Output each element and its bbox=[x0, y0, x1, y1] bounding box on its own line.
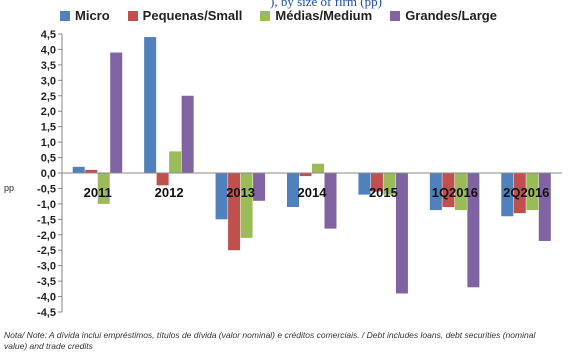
header-fragment: ), by size of firm (pp) bbox=[270, 0, 382, 9]
y-tick-label: 1,0 bbox=[41, 137, 56, 149]
y-tick-label: -2,5 bbox=[37, 245, 56, 257]
bar-m-dias-medium bbox=[169, 151, 182, 173]
y-tick-label: -4,0 bbox=[37, 292, 56, 304]
bar-micro bbox=[215, 173, 228, 220]
bar-grandes-large bbox=[538, 173, 551, 241]
x-category-label: 2015 bbox=[369, 185, 398, 200]
y-tick-label: -3,5 bbox=[37, 276, 56, 288]
legend-item: Pequenas/Small bbox=[127, 8, 243, 23]
legend-swatch bbox=[260, 10, 271, 21]
legend-label: Grandes/Large bbox=[405, 8, 497, 23]
chart-legend: Micro Pequenas/Small Médias/Medium Grandes/… bbox=[60, 8, 497, 23]
bar-pequenas-small bbox=[513, 173, 526, 214]
x-category-label: 2011 bbox=[84, 185, 112, 200]
legend-swatch bbox=[60, 10, 70, 21]
y-tick-label: -0,5 bbox=[37, 183, 56, 195]
legend-swatch bbox=[127, 10, 138, 21]
legend-item: Grandes/Large bbox=[390, 8, 497, 23]
y-tick-label: 4,5 bbox=[41, 29, 56, 41]
bar-grandes-large bbox=[395, 173, 408, 294]
y-tick-label: 1,5 bbox=[41, 122, 56, 134]
bar-micro bbox=[358, 173, 371, 195]
bar-micro bbox=[72, 166, 85, 173]
y-tick-label: -3,0 bbox=[37, 261, 56, 273]
bar-micro bbox=[287, 173, 299, 207]
bar-micro bbox=[429, 173, 442, 211]
y-tick-label: 4,0 bbox=[41, 44, 56, 56]
bar-m-dias-medium bbox=[97, 173, 110, 204]
legend-item: Médias/Medium bbox=[260, 8, 372, 23]
bar-grandes-large bbox=[253, 173, 266, 201]
bar-pequenas-small bbox=[299, 173, 312, 177]
y-tick-label: -2,0 bbox=[37, 230, 56, 242]
legend-label: Micro bbox=[75, 8, 110, 23]
bar-m-dias-medium bbox=[240, 173, 253, 238]
x-category-label: 2014 bbox=[298, 185, 328, 200]
bar-grandes-large bbox=[110, 52, 123, 173]
y-tick-label: 2,0 bbox=[41, 106, 56, 118]
bar-grandes-large bbox=[324, 173, 337, 229]
x-category-label: 2Q2016 bbox=[503, 185, 549, 200]
chart-note: Nota/ Note: A dívida inclui empréstimos,… bbox=[4, 330, 536, 351]
y-tick-label: 0,0 bbox=[41, 168, 56, 180]
bar-m-dias-medium bbox=[526, 173, 539, 211]
bar-pequenas-small bbox=[85, 169, 98, 173]
bar-micro bbox=[501, 173, 514, 217]
bar-grandes-large bbox=[181, 95, 194, 173]
y-tick-label: -1,0 bbox=[37, 199, 56, 211]
x-category-label: 1Q2016 bbox=[432, 185, 478, 200]
y-tick-label: -1,5 bbox=[37, 214, 56, 226]
bar-m-dias-medium bbox=[454, 173, 467, 211]
y-tick-label: 3,5 bbox=[41, 60, 56, 72]
bar-pequenas-small bbox=[442, 173, 455, 207]
bar-micro bbox=[144, 37, 157, 173]
y-tick-label: 2,5 bbox=[41, 91, 56, 103]
bar-m-dias-medium bbox=[383, 173, 396, 195]
y-tick-label: -4,5 bbox=[37, 307, 56, 319]
legend-item: Micro bbox=[60, 8, 110, 23]
y-tick-label: 3,0 bbox=[41, 75, 56, 87]
legend-swatch bbox=[390, 10, 401, 21]
bar-m-dias-medium bbox=[312, 163, 324, 173]
legend-label: Pequenas/Small bbox=[142, 8, 243, 23]
x-category-label: 2012 bbox=[155, 185, 184, 200]
x-category-label: 2013 bbox=[226, 185, 255, 200]
bar-pequenas-small bbox=[228, 173, 241, 251]
y-axis-unit-label: pp bbox=[4, 183, 15, 193]
bar-pequenas-small bbox=[370, 173, 383, 192]
y-tick-label: 0,5 bbox=[41, 153, 56, 165]
bar-pequenas-small bbox=[156, 173, 169, 186]
bar-grandes-large bbox=[467, 173, 480, 288]
legend-label: Médias/Medium bbox=[275, 8, 373, 23]
